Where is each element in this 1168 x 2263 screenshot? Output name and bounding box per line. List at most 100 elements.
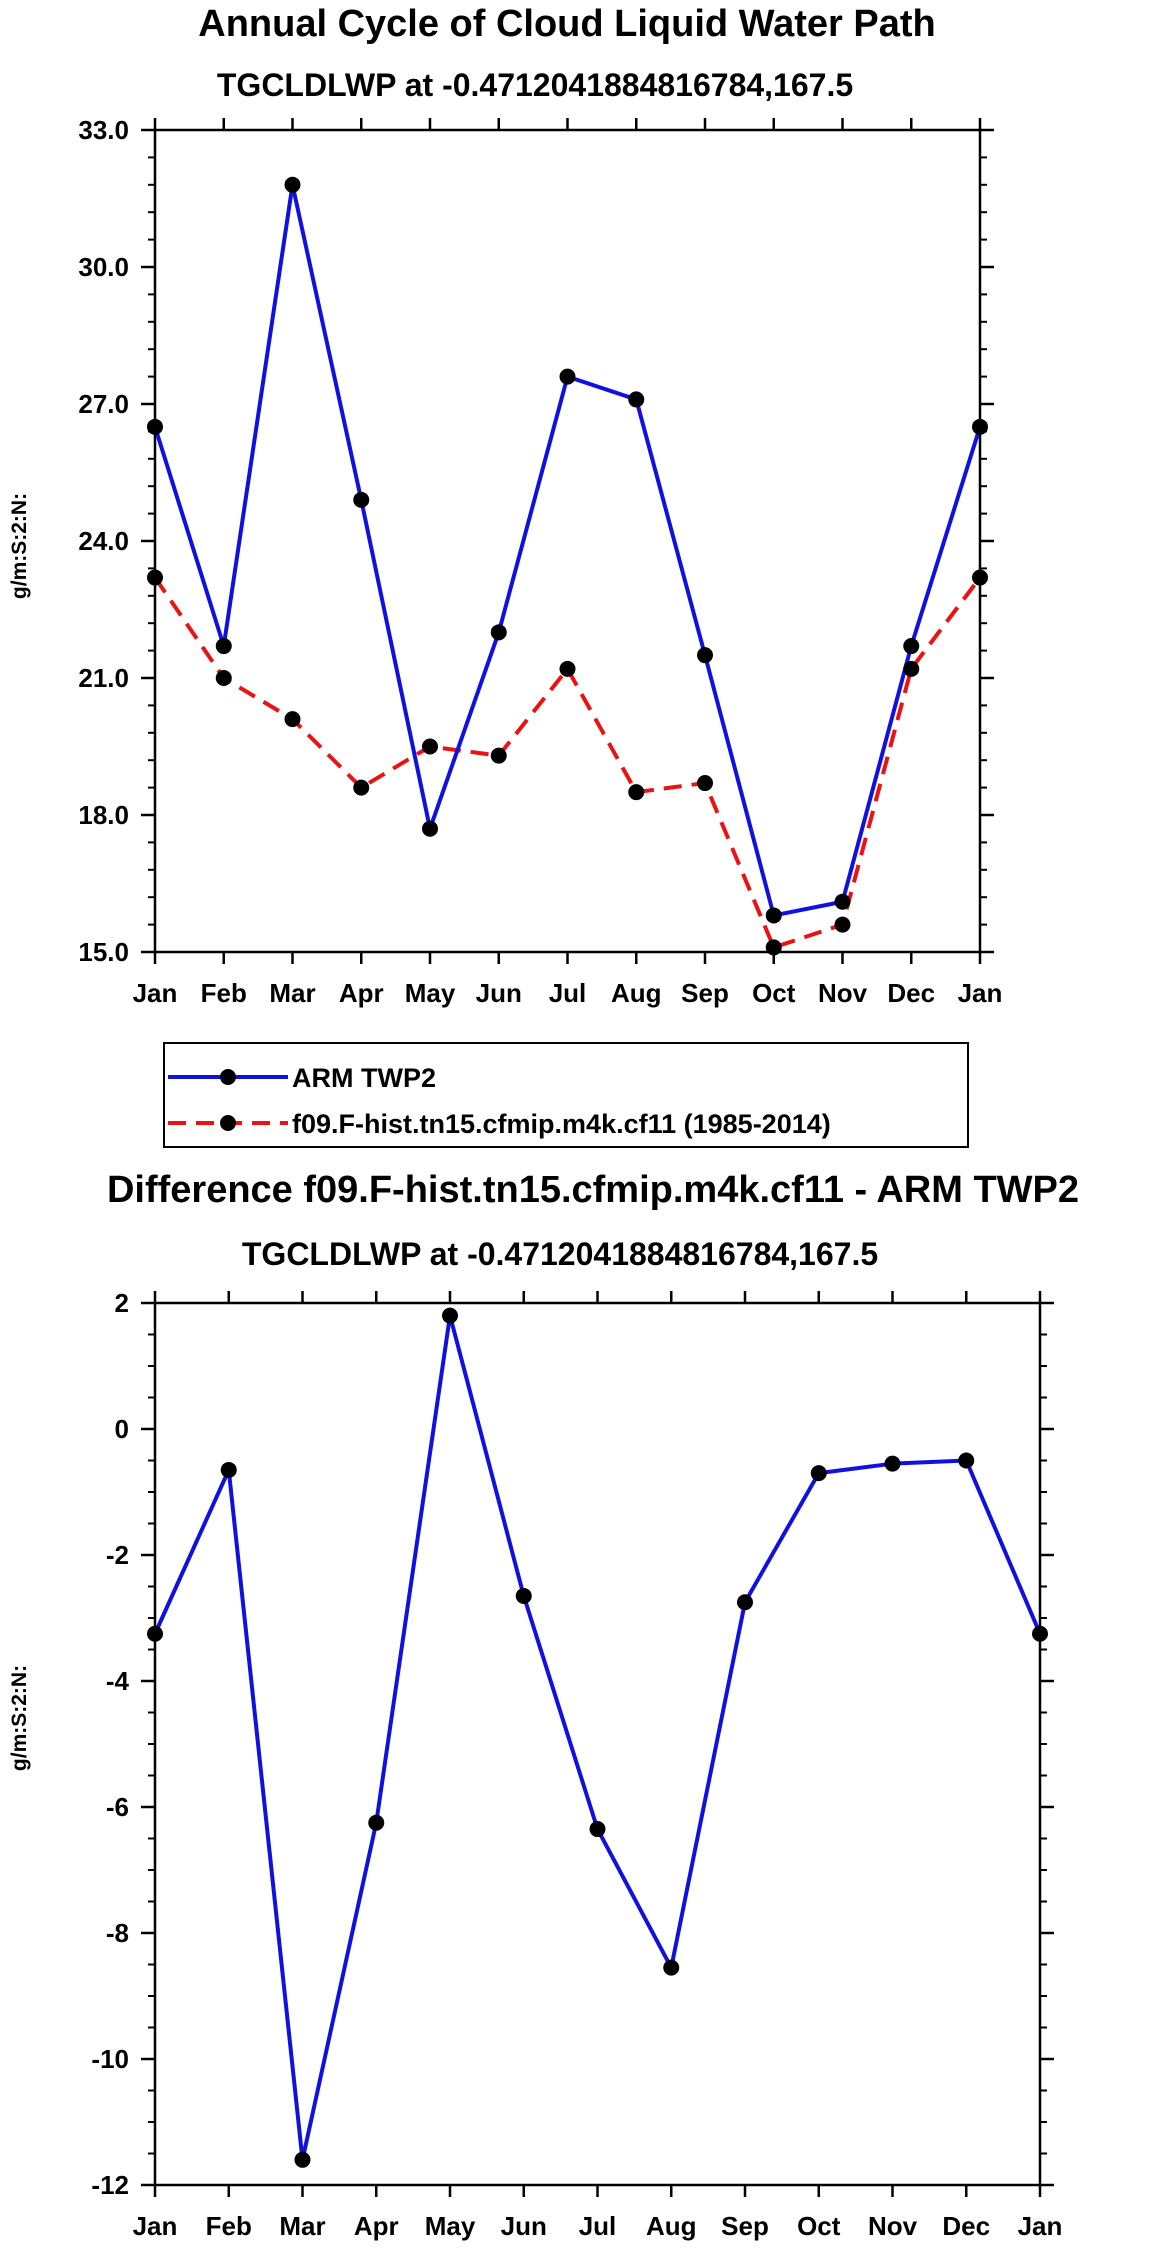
y-tick-label: 15.0 (78, 937, 129, 967)
legend-label-model: f09.F-hist.tn15.cfmip.m4k.cf11 (1985-201… (292, 1109, 831, 1139)
x-tick-label: Nov (868, 2211, 918, 2241)
y-tick-label: 21.0 (78, 663, 129, 693)
series-0-point (368, 1814, 385, 1831)
x-tick-label: Mar (279, 2211, 325, 2241)
chart-1-y-axis-label: g/m:S:2:N: (8, 493, 31, 599)
series-0-point (442, 1307, 458, 1324)
y-tick-label: -12 (91, 2170, 129, 2200)
series-1-point (628, 784, 645, 801)
y-tick-label: -6 (106, 1792, 129, 1822)
x-tick-label: Feb (201, 978, 247, 1008)
series-0-point (353, 491, 370, 508)
y-tick-label: 18.0 (78, 800, 129, 830)
series-0-point (589, 1821, 606, 1838)
y-tick-label: -4 (106, 1666, 130, 1696)
series-0-point (294, 2151, 311, 2168)
series-1-point (559, 660, 576, 677)
x-tick-label: Apr (354, 2211, 399, 2241)
x-tick-label: Jul (579, 2211, 617, 2241)
series-1-point (490, 747, 507, 764)
series-0-point (515, 1587, 532, 1604)
x-tick-label: Nov (818, 978, 868, 1008)
x-tick-label: Jan (958, 978, 1003, 1008)
x-tick-label: Jan (1018, 2211, 1063, 2241)
x-tick-label: Aug (611, 978, 662, 1008)
series-0-point (147, 1625, 163, 1642)
series-0-point (628, 391, 645, 408)
series-0-point (903, 638, 920, 655)
series-0-point (422, 820, 438, 837)
y-tick-label: 0 (115, 1414, 129, 1444)
series-0-point (1032, 1625, 1048, 1642)
series-1-point (353, 779, 370, 796)
series-0-point (834, 893, 851, 910)
series-1-point (147, 569, 163, 586)
legend-marker-model (220, 1115, 236, 1131)
x-tick-label: Jun (476, 978, 522, 1008)
series-0-point (972, 418, 988, 435)
chart-2-title: Difference f09.F-hist.tn15.cfmip.m4k.cf1… (107, 1169, 1079, 1211)
series-1-point (215, 670, 232, 686)
series-0-point (765, 907, 782, 924)
y-tick-label: -2 (106, 1540, 129, 1570)
x-tick-label: Sep (721, 2211, 769, 2241)
series-0-point (697, 647, 713, 664)
legend: ARM TWP2 f09.F-hist.tn15.cfmip.m4k.cf11 … (163, 1042, 969, 1148)
chart-2-subtitle: TGCLDLWP at -0.4712041884816784,167.5 (242, 1236, 878, 1272)
chart-1-title: Annual Cycle of Cloud Liquid Water Path (198, 3, 936, 45)
legend-box (163, 1042, 969, 1148)
x-tick-label: Jan (133, 978, 178, 1008)
series-0-point (810, 1465, 827, 1482)
x-tick-label: May (425, 2211, 476, 2241)
y-tick-label: 33.0 (78, 115, 129, 145)
y-tick-label: 2 (115, 1288, 129, 1318)
x-tick-label: May (405, 978, 456, 1008)
x-tick-label: Oct (752, 978, 796, 1008)
plot-frame (153, 128, 982, 954)
series-0-point (663, 1959, 680, 1976)
series-0-point (737, 1594, 753, 1611)
y-tick-label: 24.0 (78, 526, 129, 556)
series-1-point (765, 939, 782, 956)
series-line-1 (153, 576, 982, 950)
series-0-point (147, 418, 163, 435)
x-tick-label: Jan (133, 2211, 178, 2241)
x-tick-label: Feb (206, 2211, 252, 2241)
series-0-point (884, 1455, 901, 1472)
y-tick-label: -8 (106, 1918, 129, 1948)
x-tick-label: Aug (646, 2211, 697, 2241)
legend-label-arm: ARM TWP2 (292, 1063, 436, 1093)
chart-2-plot-area: -12 -10 -8 -6 -4 -2 0 2 Jan Feb Mar Apr May Jun Jul Aug… (91, 1288, 1062, 2241)
x-tick-label: Sep (681, 978, 729, 1008)
series-0-point (559, 368, 576, 385)
series-1-point (697, 775, 713, 792)
series-1-point (903, 660, 920, 677)
chart-1-plot-area: 15.0 18.0 21.0 24.0 27.0 30.0 33.0 Jan Feb Mar Apr… (78, 115, 1002, 1008)
series-0-point (215, 638, 232, 655)
x-tick-label: Dec (887, 978, 935, 1008)
series-0-point (284, 176, 301, 193)
series-0-point (220, 1461, 237, 1478)
chart-1-subtitle: TGCLDLWP at -0.4712041884816784,167.5 (217, 67, 853, 103)
x-tick-label: Mar (269, 978, 315, 1008)
y-tick-label: 30.0 (78, 252, 129, 282)
y-tick-label: 27.0 (78, 389, 129, 419)
x-tick-label: Apr (339, 978, 384, 1008)
series-1-point (284, 711, 301, 728)
series-1-point (422, 738, 438, 755)
legend-marker-arm (220, 1069, 236, 1085)
x-tick-label: Dec (942, 2211, 990, 2241)
series-line-0 (153, 1313, 1042, 2162)
plot-frame (153, 1301, 1042, 2187)
series-0-point (958, 1452, 975, 1469)
x-tick-label: Jun (501, 2211, 547, 2241)
series-1-point (834, 916, 851, 933)
series-0-point (490, 624, 507, 641)
y-tick-label: -10 (91, 2044, 129, 2074)
x-tick-label: Oct (797, 2211, 841, 2241)
series-line-0 (153, 182, 982, 918)
series-1-point (972, 569, 988, 586)
chart-2-y-axis-label: g/m:S:2:N: (8, 1665, 31, 1771)
x-tick-label: Jul (549, 978, 587, 1008)
